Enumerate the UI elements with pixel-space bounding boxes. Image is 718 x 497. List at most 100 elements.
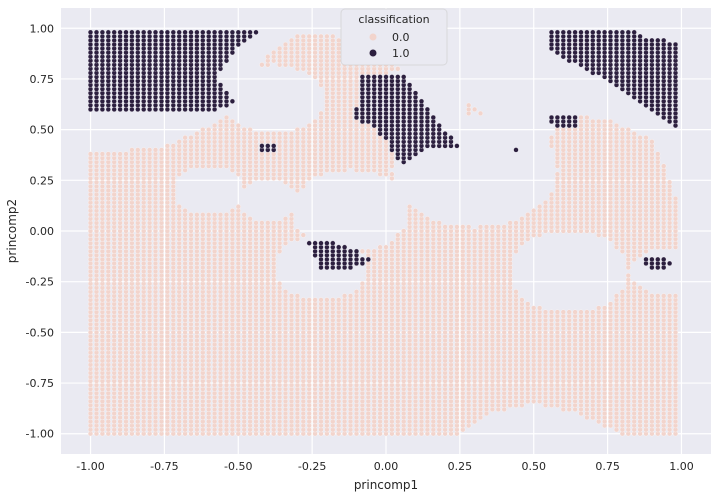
data-point-class-0: [277, 281, 283, 287]
data-point-class-0: [306, 33, 312, 39]
data-point-class-0: [548, 135, 555, 141]
data-point-class-0: [324, 33, 330, 39]
data-point-class-0: [294, 127, 300, 133]
data-point-class-0: [336, 297, 342, 303]
data-point-class-0: [578, 309, 584, 315]
data-point-class-0: [247, 127, 253, 133]
data-point-class-0: [123, 151, 129, 157]
data-point-class-0: [300, 127, 306, 133]
data-point-class-0: [294, 293, 300, 299]
data-point-class-0: [282, 41, 289, 48]
data-point-class-0: [182, 135, 188, 141]
data-point-class-0: [477, 224, 484, 230]
data-point-class-0: [353, 289, 360, 295]
data-point-class-0: [265, 54, 271, 60]
data-point-class-0: [383, 244, 389, 250]
data-point-class-0: [336, 37, 342, 43]
data-point-class-0: [206, 212, 212, 218]
data-point-class-0: [223, 114, 230, 121]
data-point-class-0: [312, 118, 318, 125]
data-point-class-0: [330, 297, 336, 303]
data-point-class-0: [306, 297, 312, 303]
data-point-class-0: [519, 216, 525, 222]
data-point-class-0: [371, 248, 377, 254]
data-point-class-0: [442, 224, 448, 230]
data-point-class-0: [312, 297, 318, 303]
data-point-class-0: [407, 204, 413, 210]
data-point-class-0: [318, 110, 324, 116]
data-point-class-0: [200, 212, 206, 218]
data-point-class-0: [519, 297, 525, 303]
data-point-class-0: [135, 147, 141, 153]
data-point-class-0: [182, 208, 188, 214]
data-point-class-0: [495, 224, 501, 230]
data-point-class-0: [188, 212, 194, 218]
data-point-class-0: [318, 297, 324, 303]
data-point-class-0: [294, 228, 300, 234]
data-point-class-0: [282, 216, 289, 222]
data-point-class-0: [164, 143, 170, 149]
data-point-class-0: [259, 131, 265, 137]
data-point-class-0: [548, 309, 555, 315]
data-point-class-0: [105, 151, 111, 157]
data-point-class-0: [271, 50, 277, 56]
data-point-class-0: [513, 220, 519, 226]
data-point-class-0: [466, 102, 472, 108]
data-point-class-0: [531, 305, 537, 311]
data-point-class-0: [531, 208, 537, 214]
data-point-class-0: [200, 127, 206, 133]
data-point-class-0: [235, 204, 241, 210]
data-point-class-0: [277, 220, 283, 226]
data-point-class-0: [300, 33, 306, 39]
data-point-class-0: [342, 293, 348, 299]
data-point-class-0: [525, 212, 531, 218]
data-point-class-0: [377, 244, 383, 250]
data-point-class-0: [542, 200, 549, 206]
data-point-class-0: [300, 297, 306, 303]
data-point-class-0: [147, 147, 153, 153]
data-point-class-0: [365, 248, 371, 254]
data-point-class-0: [566, 309, 572, 315]
data-point-class-0: [389, 240, 395, 246]
data-point-class-0: [271, 131, 277, 137]
data-point-class-0: [347, 293, 354, 299]
data-point-class-0: [277, 45, 283, 52]
data-point-class-0: [507, 220, 513, 226]
data-point-class-0: [454, 224, 460, 230]
data-point-class-0: [206, 127, 212, 133]
data-point-class-0: [554, 171, 560, 177]
data-point-class-0: [288, 37, 295, 43]
data-point-class-0: [395, 232, 401, 238]
data-point-class-0: [330, 33, 336, 39]
data-point-class-0: [300, 232, 306, 238]
data-point-class-0: [537, 305, 543, 311]
data-point-class-0: [318, 33, 324, 39]
data-point-class-0: [253, 131, 259, 137]
data-point-class-0: [117, 151, 123, 157]
data-point-class-0: [288, 212, 295, 218]
data-point-class-0: [324, 297, 330, 303]
data-point-class-0: [93, 151, 100, 157]
data-point-class-0: [170, 143, 176, 149]
data-point-class-0: [572, 309, 578, 315]
data-point-class-0: [259, 62, 265, 68]
data-point-class-0: [152, 147, 159, 153]
data-point-class-0: [277, 131, 283, 137]
data-point-class-0: [525, 301, 531, 307]
data-point-class-0: [424, 216, 430, 222]
data-point-class-0: [212, 123, 218, 129]
data-point-class-0: [460, 224, 466, 230]
data-point-class-0: [223, 212, 230, 218]
data-point-class-0: [395, 66, 401, 72]
data-point-class-0: [241, 127, 247, 133]
data-point-class-0: [87, 151, 94, 157]
data-point-class-0: [537, 204, 543, 210]
data-point-class-0: [542, 309, 549, 315]
data-point-class-0: [188, 135, 194, 141]
data-point-class-0: [513, 289, 519, 295]
data-point-class-0: [176, 204, 182, 210]
data-point-class-0: [247, 216, 253, 222]
data-point-class-0: [436, 220, 442, 226]
data-point-class-0: [158, 147, 165, 153]
data-point-class-0: [194, 212, 200, 218]
